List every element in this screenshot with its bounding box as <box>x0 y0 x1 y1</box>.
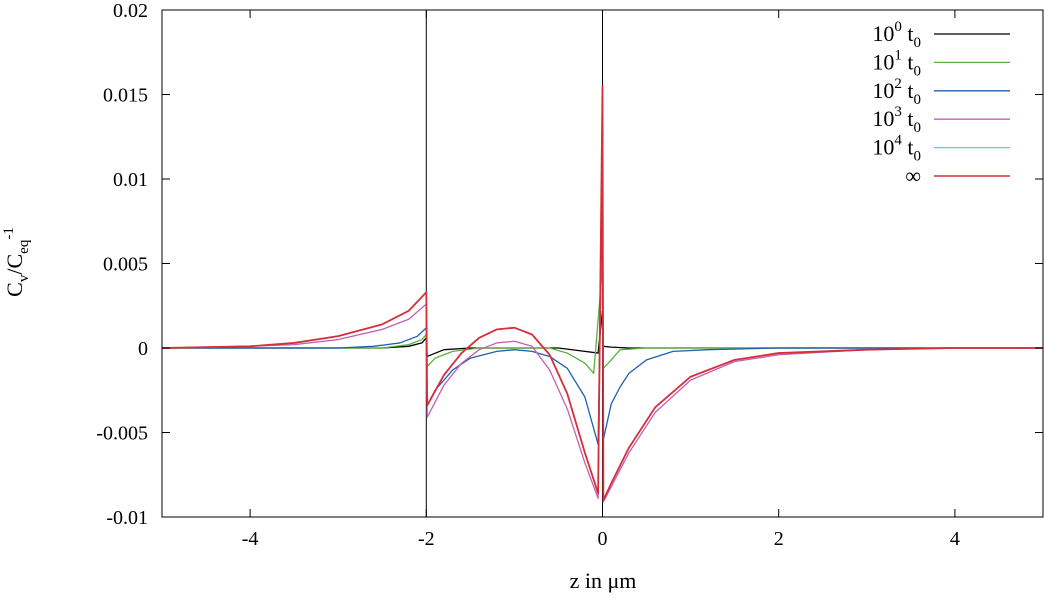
x-axis-label: z in μm <box>570 568 637 593</box>
legend-label-1: 101 t0 <box>872 47 921 79</box>
x-tick-label: 4 <box>950 528 960 550</box>
y-tick-label: 0 <box>138 338 148 360</box>
y-tick-label: -0.005 <box>96 423 148 445</box>
legend-label-2: 102 t0 <box>872 76 921 108</box>
series-line-1 <box>162 266 1043 375</box>
series-group <box>161 85 1043 503</box>
axis-ticks: -4 -2 0 2 4 -0.01 -0.005 0 0.005 0.01 0.015 0.02 <box>96 0 1043 550</box>
y-tick-label: 0.015 <box>103 85 148 107</box>
legend-label-4: 104 t0 <box>872 133 921 165</box>
legend-label-3: 103 t0 <box>872 104 921 136</box>
legend-label-5: ∞ <box>905 163 921 188</box>
interface-lines <box>425 10 603 517</box>
series-line-3 <box>161 107 1043 503</box>
series-line-5 <box>161 85 1043 502</box>
y-tick-label: 0.005 <box>103 254 148 276</box>
x-tick-label: 0 <box>598 528 608 550</box>
y-tick-label: 0.02 <box>113 0 148 22</box>
legend-label-0: 100 t0 <box>872 19 921 51</box>
x-tick-label: -2 <box>418 528 435 550</box>
y-tick-label: 0.01 <box>113 169 148 191</box>
x-tick-label: -4 <box>242 528 259 550</box>
x-tick-label: 2 <box>774 528 784 550</box>
y-axis-label: Cv/Ceq-1 <box>1 227 32 297</box>
y-tick-label: -0.01 <box>106 507 148 529</box>
